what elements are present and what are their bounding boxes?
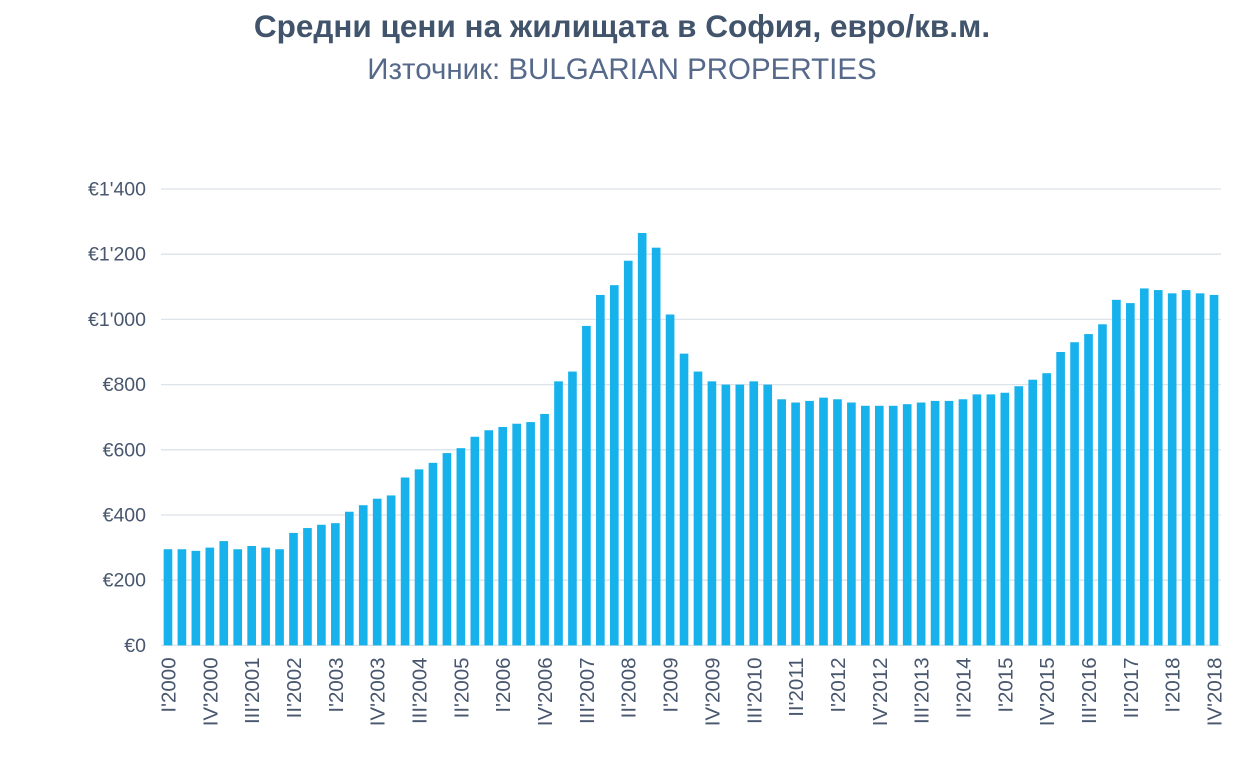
svg-text:IV'2006: IV'2006 [534, 657, 557, 726]
svg-text:I'2000: I'2000 [157, 657, 180, 712]
svg-text:III'2013: III'2013 [911, 657, 934, 724]
svg-text:III'2010: III'2010 [743, 657, 766, 724]
svg-text:IV'2012: IV'2012 [869, 657, 892, 726]
svg-text:€200: €200 [103, 570, 147, 592]
svg-text:IV'2018: IV'2018 [1204, 657, 1227, 726]
svg-text:II'2002: II'2002 [283, 657, 306, 718]
svg-text:I'2006: I'2006 [492, 657, 515, 712]
svg-text:I'2012: I'2012 [827, 657, 850, 712]
svg-text:IV'2000: IV'2000 [199, 657, 222, 726]
svg-text:I'2009: I'2009 [660, 657, 683, 712]
svg-text:IV'2003: IV'2003 [367, 657, 390, 726]
svg-text:II'2011: II'2011 [785, 657, 808, 716]
svg-text:II'2014: II'2014 [952, 657, 975, 718]
svg-text:III'2016: III'2016 [1078, 657, 1101, 724]
svg-text:I'2003: I'2003 [325, 657, 348, 712]
svg-text:IV'2015: IV'2015 [1036, 657, 1059, 726]
svg-text:I'2018: I'2018 [1162, 657, 1185, 712]
svg-text:€1'200: €1'200 [88, 244, 146, 266]
svg-text:€400: €400 [103, 505, 147, 527]
svg-text:II'2005: II'2005 [450, 657, 473, 718]
svg-text:IV'2009: IV'2009 [701, 657, 724, 726]
svg-text:III'2007: III'2007 [576, 657, 599, 724]
svg-text:II'2008: II'2008 [618, 657, 641, 718]
svg-text:II'2017: II'2017 [1120, 657, 1143, 718]
svg-text:III'2004: III'2004 [409, 657, 432, 724]
svg-text:III'2001: III'2001 [241, 657, 264, 724]
svg-text:I'2015: I'2015 [994, 657, 1017, 712]
svg-text:€1'000: €1'000 [88, 309, 146, 331]
svg-text:€800: €800 [103, 374, 147, 396]
svg-text:€0: €0 [124, 635, 146, 657]
svg-text:€600: €600 [103, 439, 147, 461]
svg-text:€1'400: €1'400 [88, 179, 146, 201]
